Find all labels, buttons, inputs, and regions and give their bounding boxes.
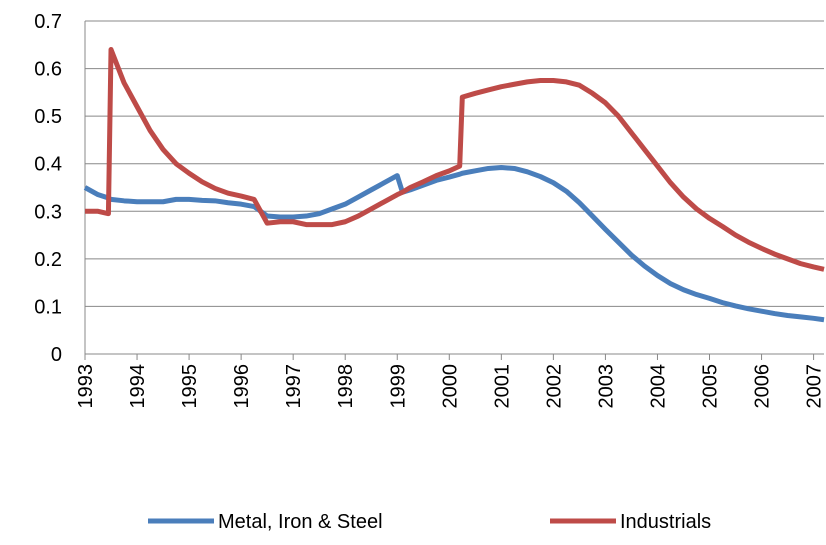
line-series — [83, 165, 825, 323]
y-tick-label: 0.6 — [34, 59, 62, 81]
x-tick-label: 1994 — [127, 364, 149, 409]
x-tick-label: 1997 — [283, 364, 305, 409]
y-tick-label: 0.7 — [34, 11, 62, 33]
x-tick-label: 1996 — [231, 364, 253, 409]
x-tick-label: 1998 — [335, 364, 357, 409]
legend-label: Industrials — [620, 511, 711, 533]
x-tick-label: 2000 — [439, 364, 461, 409]
y-tick-label: 0.1 — [34, 296, 62, 318]
legend-label: Metal, Iron & Steel — [218, 511, 383, 533]
line-series — [85, 47, 825, 272]
y-tick-label: 0.4 — [34, 154, 62, 176]
x-tick-label: 1993 — [75, 364, 97, 409]
x-tick-label: 2005 — [700, 364, 722, 409]
x-tick-label: 2002 — [543, 364, 565, 409]
y-tick-label: 0.3 — [34, 201, 62, 223]
x-tick-label: 2004 — [647, 364, 669, 409]
x-tick-label: 2001 — [491, 364, 513, 409]
y-tick-label: 0.2 — [34, 249, 62, 271]
y-tick-label: 0.5 — [34, 106, 62, 128]
x-tick-label: 2003 — [595, 364, 617, 409]
x-tick-label: 1999 — [387, 364, 409, 409]
y-tick-label: 0 — [51, 344, 62, 366]
x-tick-label: 1995 — [179, 364, 201, 409]
x-tick-label: 2006 — [752, 364, 774, 409]
x-tick-label: 2007 — [804, 364, 826, 409]
